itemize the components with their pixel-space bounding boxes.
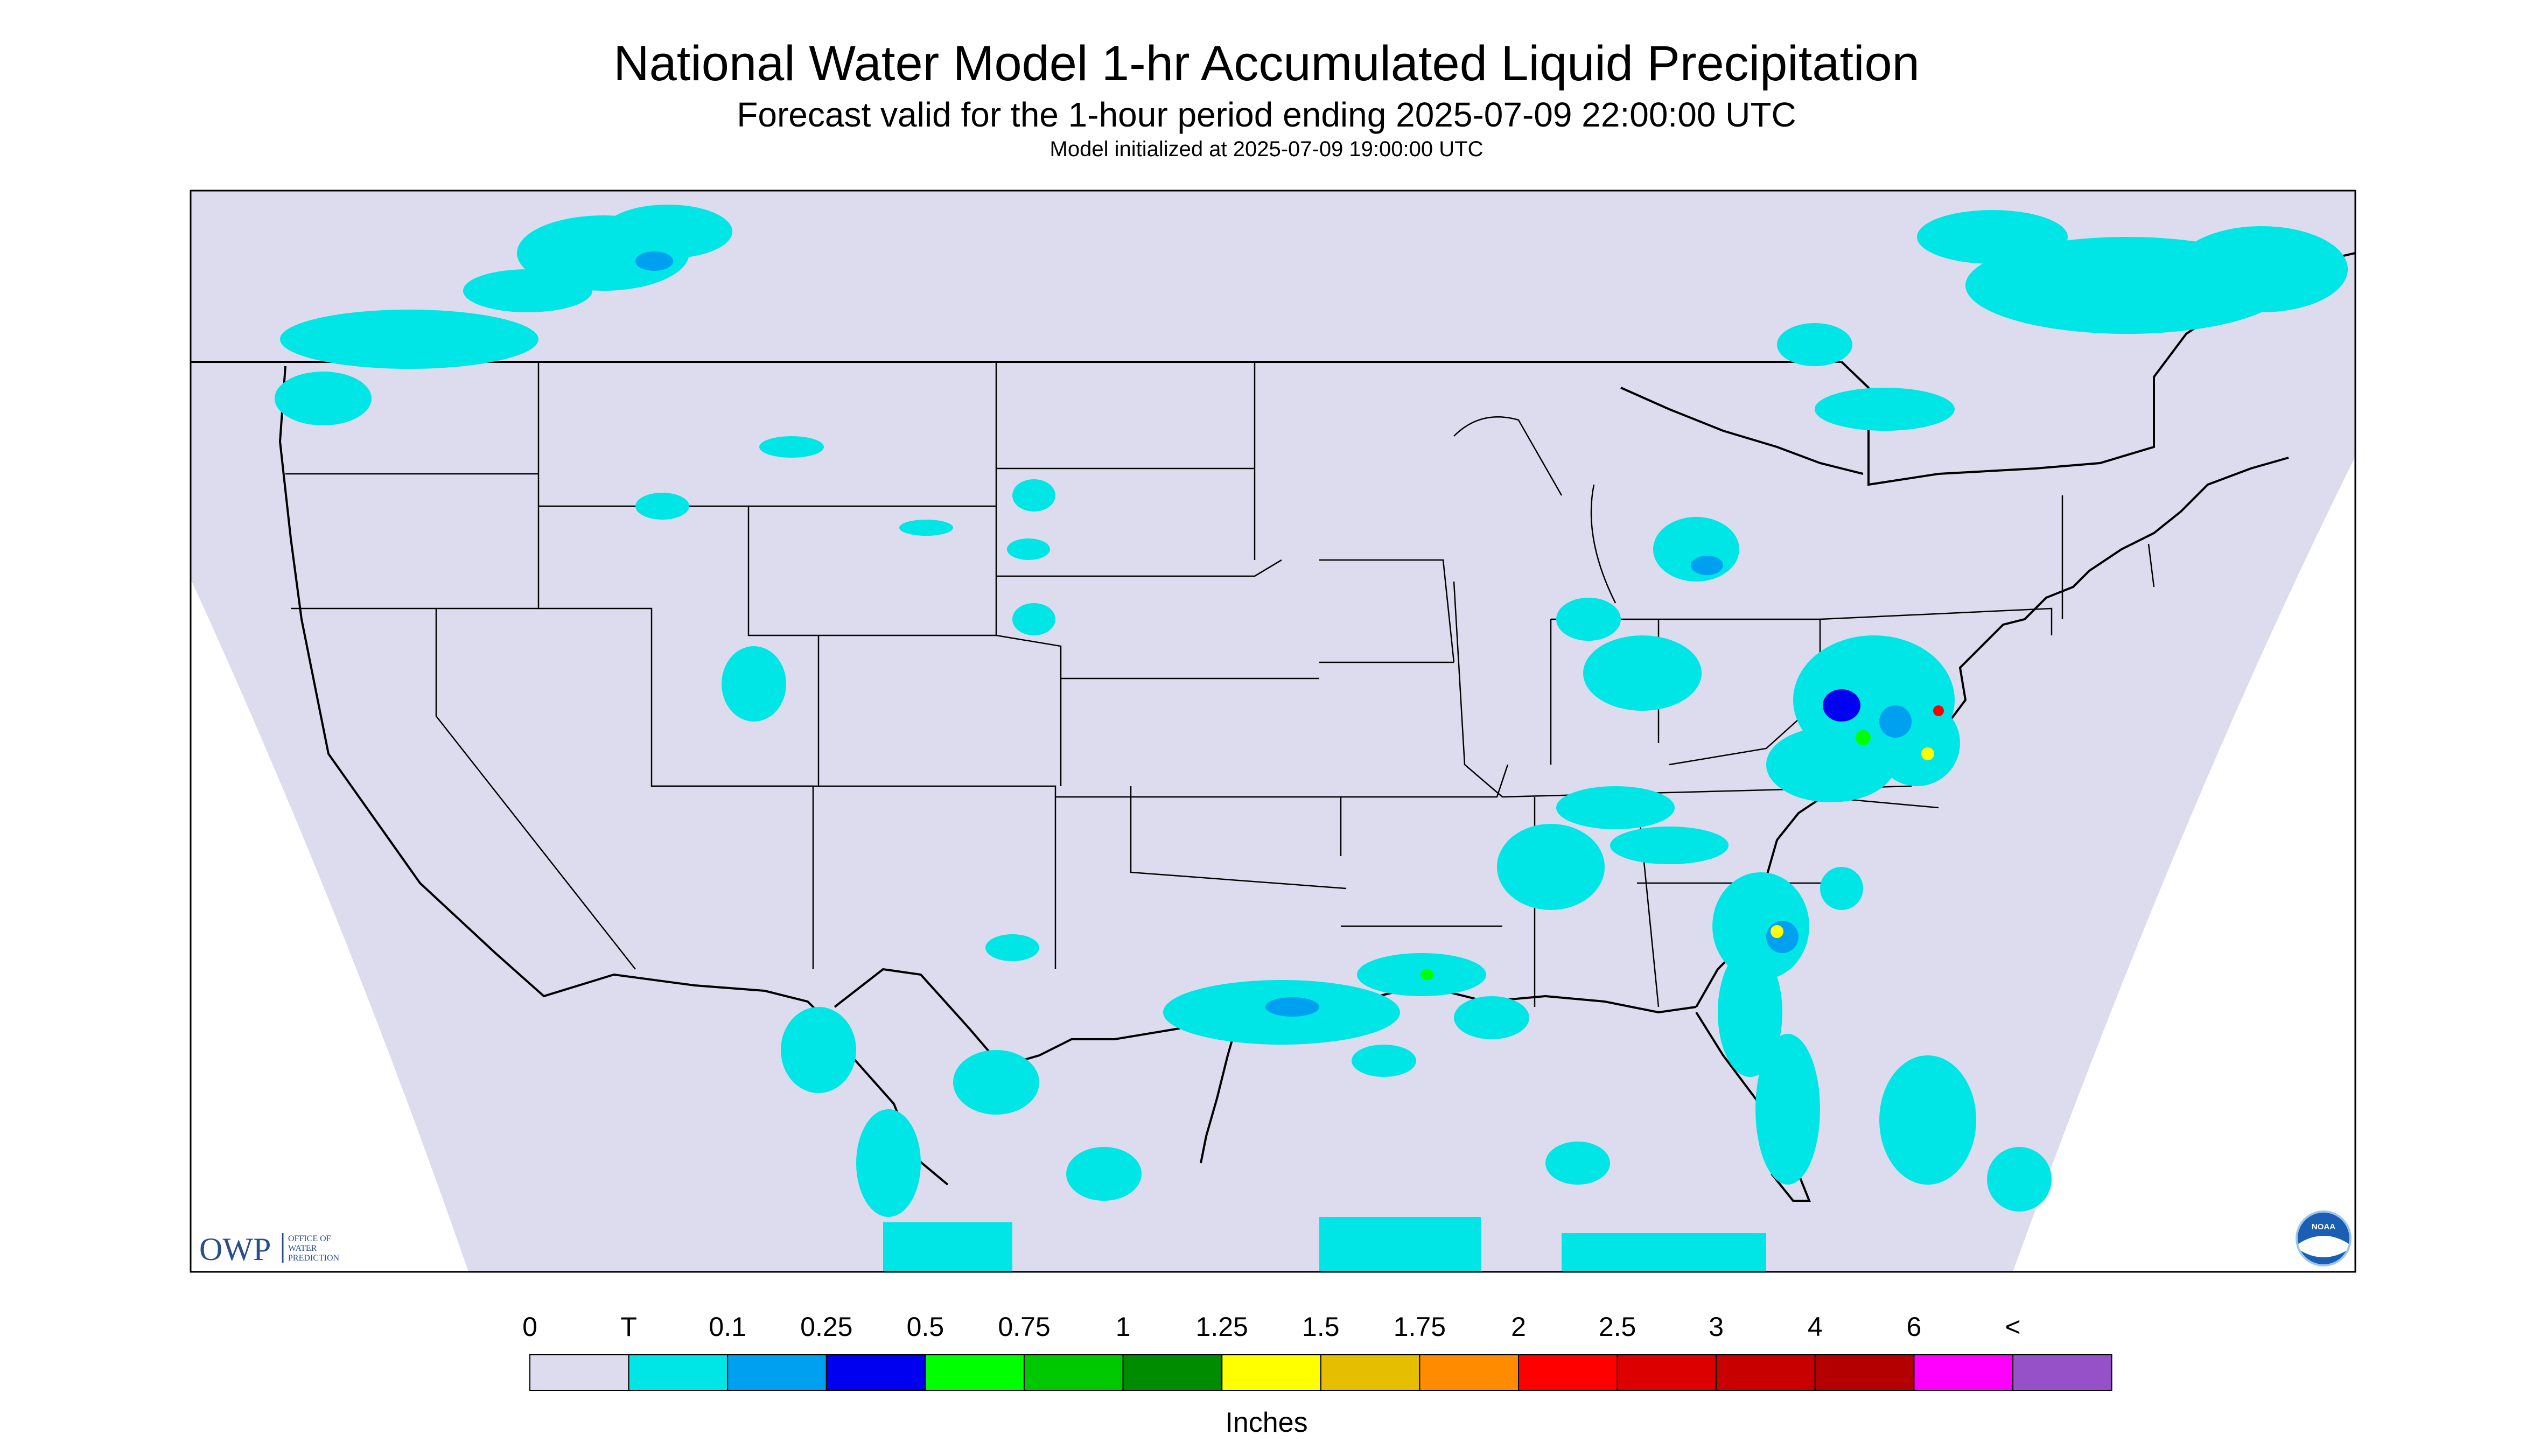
precip-heavier	[635, 251, 1944, 1017]
legend-swatch	[1122, 1354, 1223, 1391]
forecast-valid-subtitle: Forecast valid for the 1-hour period end…	[737, 95, 1796, 134]
precip-overlay	[275, 205, 2348, 1272]
legend-swatch	[925, 1354, 1025, 1391]
legend-swatch	[628, 1354, 729, 1391]
legend-swatch	[1617, 1354, 1717, 1391]
legend-label: 0.5	[906, 1312, 944, 1342]
legend-label: 1.25	[1195, 1312, 1248, 1342]
legend-label: 2	[1511, 1312, 1526, 1342]
legend-swatch	[1814, 1354, 1915, 1391]
legend-label: 1.75	[1393, 1312, 1446, 1342]
state-borders	[285, 362, 2155, 1007]
legend-label: 1.5	[1302, 1312, 1340, 1342]
legend-label: 2.5	[1598, 1312, 1636, 1342]
legend-label: T	[620, 1312, 637, 1342]
legend-label: 3	[1709, 1312, 1724, 1342]
legend-swatch	[1320, 1354, 1421, 1391]
legend-label: 0.1	[709, 1312, 746, 1342]
noaa-logo-text: NOAA	[2312, 1222, 2335, 1231]
owp-logo-text-line2: WATER	[288, 1244, 317, 1253]
noaa-logo: NOAA	[2296, 1210, 2352, 1266]
owp-logo-text-line1: OFFICE OF	[288, 1234, 331, 1243]
legend-swatch	[1518, 1354, 1618, 1391]
legend-label: 0.75	[998, 1312, 1051, 1342]
legend-label: <	[2005, 1312, 2021, 1342]
map-border	[190, 190, 2356, 1273]
legend-label: 6	[1906, 1312, 1922, 1342]
legend-swatch	[1024, 1354, 1124, 1391]
legend-swatch	[1221, 1354, 1321, 1391]
legend-colorbar	[529, 1354, 2112, 1391]
legend-label: 0	[522, 1312, 537, 1342]
legend-swatch	[1913, 1354, 2013, 1391]
legend-swatch	[1419, 1354, 1519, 1391]
legend-swatch	[2012, 1354, 2112, 1391]
model-init-line: Model initialized at 2025-07-09 19:00:00…	[1049, 137, 1484, 161]
legend-swatch	[825, 1354, 926, 1391]
legend-label: 4	[1807, 1312, 1823, 1342]
map-title: National Water Model 1-hr Accumulated Li…	[613, 36, 1920, 91]
legend-swatch	[529, 1354, 629, 1391]
legend-swatch	[727, 1354, 827, 1391]
owp-logo-mark: OWP	[199, 1231, 271, 1267]
legend-label: 0.25	[800, 1312, 853, 1342]
owp-logo: OWP OFFICE OF WATER PREDICTION	[199, 1231, 340, 1267]
legend-label: 1	[1115, 1312, 1131, 1342]
owp-logo-text-line3: PREDICTION	[288, 1254, 340, 1263]
legend-units: Inches	[1225, 1407, 1308, 1438]
legend-swatch	[1716, 1354, 1816, 1391]
